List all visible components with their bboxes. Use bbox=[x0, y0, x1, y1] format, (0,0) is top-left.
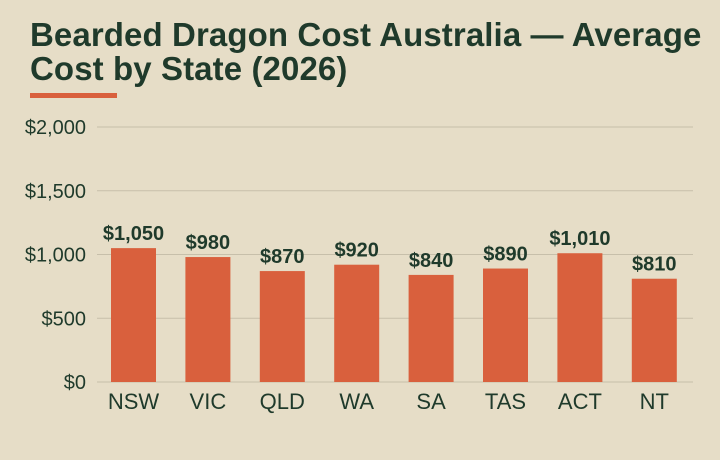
bar-wa bbox=[334, 264, 380, 382]
x-tick-label: NT bbox=[640, 389, 669, 414]
bar-sa bbox=[408, 274, 454, 382]
bar-qld bbox=[259, 271, 305, 382]
bar-vic bbox=[185, 257, 231, 382]
x-tick-label: WA bbox=[339, 389, 374, 414]
y-tick-label: $1,500 bbox=[25, 181, 86, 203]
data-label: $1,010 bbox=[549, 228, 610, 250]
y-tick-label: $2,000 bbox=[25, 117, 86, 139]
bar-nt bbox=[631, 278, 677, 382]
bar-nsw bbox=[111, 248, 156, 382]
data-label: $810 bbox=[632, 254, 677, 276]
data-label: $870 bbox=[260, 246, 305, 268]
bar-act bbox=[557, 253, 603, 382]
data-label: $840 bbox=[409, 250, 454, 272]
x-tick-label: SA bbox=[416, 389, 446, 414]
y-tick-label: $1,000 bbox=[25, 245, 86, 267]
data-label: $920 bbox=[334, 240, 379, 262]
title-underline bbox=[30, 93, 117, 98]
data-label: $980 bbox=[186, 232, 231, 254]
bar-tas bbox=[483, 268, 528, 382]
data-label: $1,050 bbox=[103, 223, 164, 245]
chart-title: Bearded Dragon Cost Australia — Average … bbox=[30, 16, 702, 87]
x-tick-label: TAS bbox=[485, 389, 526, 414]
y-tick-label: $0 bbox=[64, 372, 86, 394]
x-tick-label: ACT bbox=[558, 389, 602, 414]
y-tick-label: $500 bbox=[42, 308, 87, 330]
x-tick-label: VIC bbox=[190, 389, 227, 414]
data-label: $890 bbox=[483, 244, 528, 266]
x-tick-label: NSW bbox=[108, 389, 160, 414]
x-tick-label: QLD bbox=[260, 389, 305, 414]
